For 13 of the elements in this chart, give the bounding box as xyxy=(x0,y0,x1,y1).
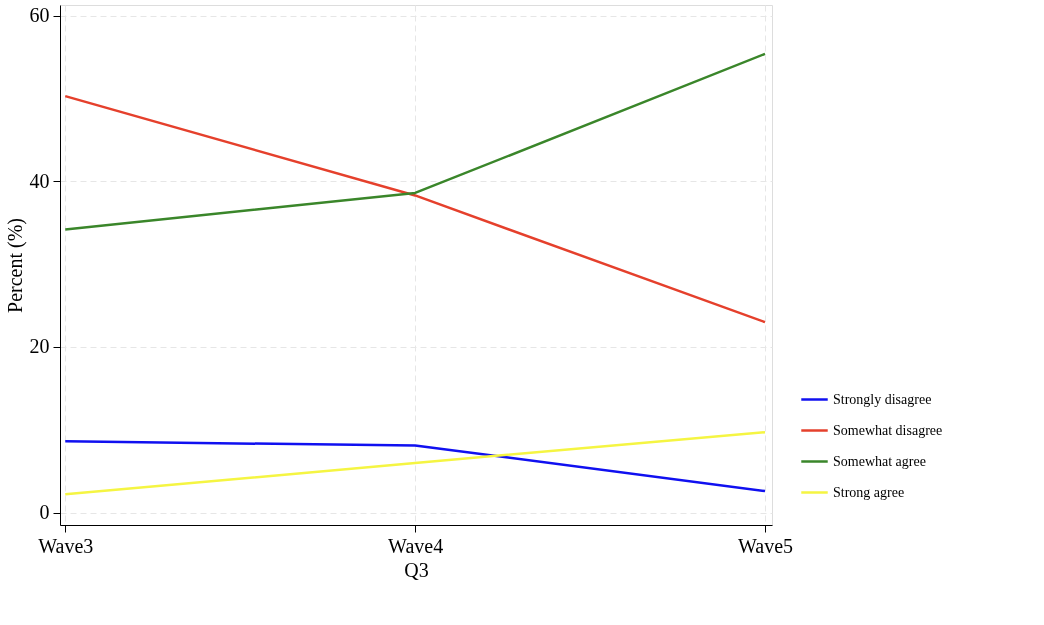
y-axis-title: Percent (%) xyxy=(3,218,27,313)
y-tick-label: 20 xyxy=(29,335,50,358)
y-tick-label: 0 xyxy=(39,501,50,524)
y-tick-label: 40 xyxy=(29,169,50,192)
x-tick-label: Wave3 xyxy=(38,534,94,557)
legend-label: Strong agree xyxy=(833,484,905,500)
x-axis-title: Q3 xyxy=(404,558,429,581)
y-tick-label: 60 xyxy=(29,4,50,27)
legend-label: Somewhat disagree xyxy=(833,422,943,438)
legend-label: Somewhat agree xyxy=(833,453,926,469)
x-tick-label: Wave4 xyxy=(388,534,444,557)
x-tick-label: Wave5 xyxy=(737,534,794,557)
legend-label: Strongly disagree xyxy=(833,391,932,407)
